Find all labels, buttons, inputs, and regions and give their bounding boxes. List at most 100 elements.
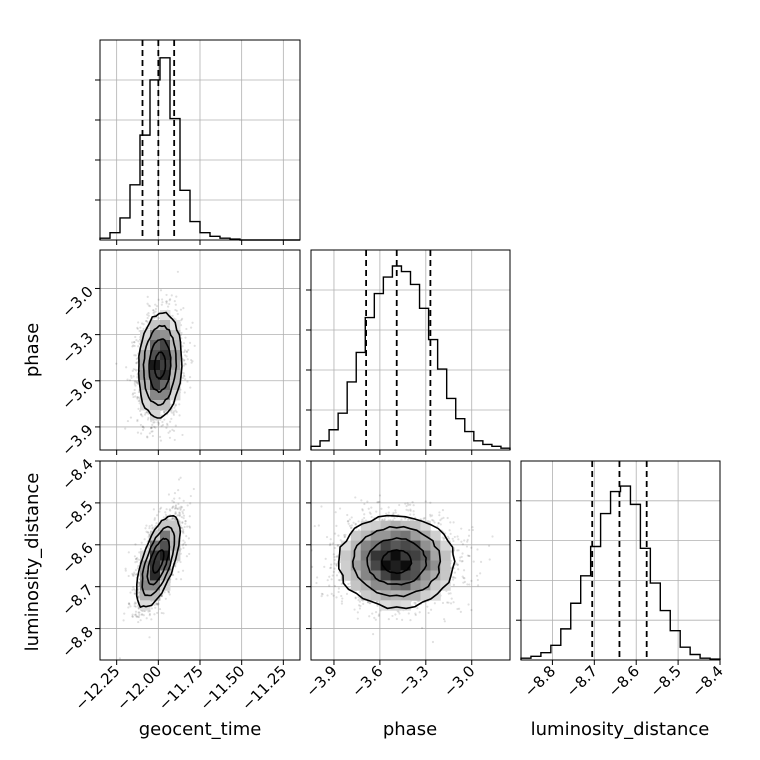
density-cell	[150, 330, 161, 341]
scatter-point	[335, 562, 338, 566]
marginal-panel-phase	[306, 249, 511, 455]
density-cell	[170, 360, 181, 371]
scatter-point	[146, 295, 149, 298]
scatter-point	[115, 362, 118, 365]
density-cell	[140, 600, 151, 611]
scatter-point	[150, 430, 153, 433]
scatter-point	[147, 304, 150, 307]
scatter-point	[136, 396, 139, 399]
scatter-point	[159, 289, 163, 292]
pair-panel-geocent-time-phase	[95, 249, 301, 455]
scatter-point	[181, 544, 184, 547]
scatter-point	[135, 361, 138, 364]
scatter-point	[148, 432, 151, 435]
scatter-point	[129, 605, 132, 608]
scatter-point	[135, 381, 138, 384]
scatter-point	[124, 427, 127, 430]
scatter-point	[347, 520, 350, 523]
scatter-point	[136, 381, 139, 385]
scatter-point	[173, 300, 176, 303]
scatter-point	[146, 531, 149, 534]
scatter-point	[174, 504, 178, 507]
scatter-point	[354, 496, 357, 499]
scatter-point	[168, 302, 171, 306]
scatter-point	[158, 435, 162, 438]
density-cell	[160, 310, 171, 321]
scatter-point	[449, 602, 453, 605]
scatter-point	[178, 511, 181, 514]
scatter-point	[190, 358, 193, 362]
scatter-point	[147, 544, 151, 548]
scatter-point	[136, 326, 139, 329]
scatter-point	[188, 515, 191, 518]
scatter-point	[142, 323, 145, 326]
scatter-point	[135, 369, 138, 372]
scatter-point	[137, 606, 140, 609]
scatter-point	[159, 506, 163, 509]
scatter-point	[170, 411, 173, 414]
density-cell	[140, 340, 151, 351]
scatter-point	[176, 514, 179, 517]
scatter-point	[487, 544, 491, 547]
scatter-point	[168, 508, 171, 511]
scatter-point	[179, 476, 182, 479]
scatter-point	[132, 395, 135, 399]
scatter-point	[191, 321, 194, 324]
scatter-point	[169, 420, 172, 423]
scatter-point	[128, 602, 131, 605]
density-cell	[160, 550, 171, 561]
scatter-point	[145, 319, 148, 323]
scatter-point	[158, 607, 162, 611]
scatter-point	[131, 573, 134, 576]
scatter-point	[133, 604, 136, 608]
scatter-point	[170, 409, 173, 412]
scatter-point	[147, 535, 150, 539]
scatter-point	[144, 411, 147, 414]
scatter-point	[151, 434, 154, 438]
scatter-point	[193, 344, 196, 347]
density-cell	[150, 390, 161, 401]
scatter-point	[185, 327, 188, 331]
density-cell	[150, 410, 161, 421]
density-cell	[170, 340, 181, 351]
scatter-point	[137, 345, 140, 348]
scatter-point	[134, 368, 137, 371]
scatter-point	[132, 341, 136, 344]
scatter-point	[133, 382, 136, 385]
scatter-point	[179, 560, 182, 564]
scatter-point	[135, 339, 138, 342]
scatter-point	[131, 341, 134, 344]
density-cell	[140, 370, 151, 381]
density-cell	[160, 400, 171, 411]
scatter-point	[457, 538, 460, 541]
scatter-point	[192, 487, 195, 491]
scatter-point	[146, 321, 149, 324]
scatter-point	[137, 588, 140, 591]
scatter-point	[133, 341, 136, 344]
density-cell	[160, 350, 171, 361]
scatter-point	[131, 615, 134, 618]
scatter-point	[155, 602, 158, 605]
scatter-point	[133, 592, 136, 595]
scatter-point	[136, 376, 139, 379]
scatter-point	[136, 604, 140, 607]
pair-panel-phase-luminosity-distance	[306, 460, 511, 665]
scatter-point	[131, 393, 134, 396]
scatter-point	[143, 413, 147, 416]
density-cell	[170, 550, 181, 561]
scatter-point	[156, 611, 159, 615]
scatter-point	[132, 574, 135, 578]
scatter-point	[148, 612, 151, 616]
scatter-point	[429, 501, 432, 504]
scatter-point	[172, 412, 175, 415]
scatter-point	[357, 528, 360, 532]
scatter-point	[444, 532, 447, 535]
scatter-point	[140, 541, 143, 544]
scatter-point	[149, 427, 153, 430]
scatter-point	[176, 312, 179, 316]
scatter-point	[139, 423, 142, 427]
scatter-point	[139, 326, 142, 329]
scatter-point	[136, 419, 139, 423]
scatter-point	[178, 514, 181, 518]
scatter-point	[133, 555, 137, 558]
